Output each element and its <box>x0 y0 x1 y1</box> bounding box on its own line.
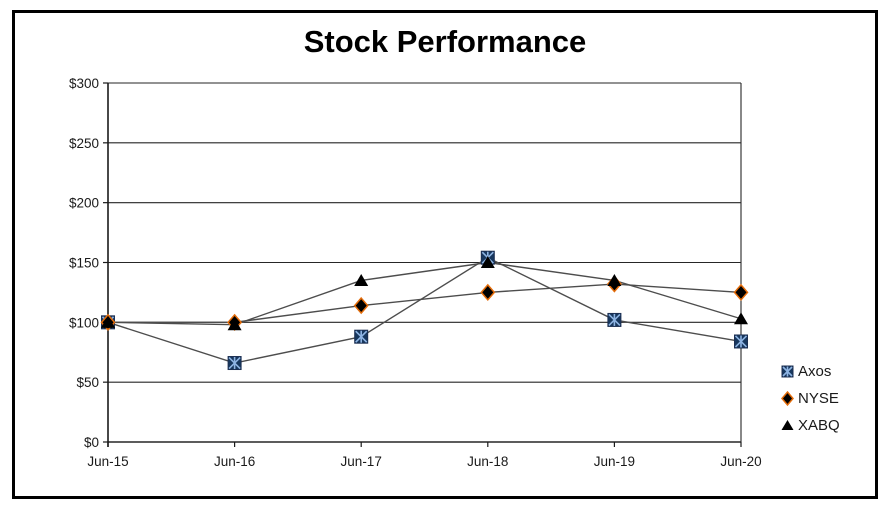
nyse-diamond-marker-icon <box>781 390 794 406</box>
chart-outer-frame <box>12 10 878 499</box>
y-axis-label: $200 <box>69 196 99 211</box>
nyse-data-point-Jun-17 <box>353 296 369 315</box>
legend-label-axos: Axos <box>798 362 832 380</box>
chart-title: Stock Performance <box>303 24 587 59</box>
y-axis-label: $50 <box>76 375 99 390</box>
chart-legend: Axos NYSE XABQ <box>779 360 840 441</box>
legend-marker-xabq <box>781 419 794 430</box>
xabq-triangle-marker-icon <box>781 419 794 430</box>
x-axis-label: Jun-17 <box>341 454 382 469</box>
axos-data-point-Jun-17 <box>354 329 369 344</box>
xabq-data-point-Jun-19 <box>607 273 622 286</box>
axos-data-point-Jun-19 <box>607 312 622 327</box>
legend-label-xabq: XABQ <box>798 416 840 434</box>
series-line-axos <box>107 256 742 364</box>
axos-data-point-Jun-20 <box>734 334 748 349</box>
series-line-xabq <box>107 261 742 326</box>
xabq-data-point-Jun-20 <box>734 312 748 325</box>
y-axis-label: $100 <box>69 315 99 330</box>
x-axis-label: Jun-16 <box>214 454 255 469</box>
legend-marker-nyse <box>781 390 794 406</box>
legend-item-nyse: NYSE <box>779 387 840 409</box>
axos-square-star-marker-icon <box>781 365 794 377</box>
x-axis-label: Jun-15 <box>87 454 128 469</box>
x-axis-label: Jun-19 <box>594 454 635 469</box>
xabq-data-point-Jun-17 <box>354 273 369 286</box>
y-axis-label: $300 <box>69 76 99 91</box>
xabq-data-point-Jun-15 <box>101 315 115 328</box>
nyse-data-point-Jun-20 <box>733 283 749 302</box>
legend-label-nyse: NYSE <box>798 389 839 407</box>
legend-item-xabq: XABQ <box>779 414 840 436</box>
nyse-data-point-Jun-18 <box>480 283 496 302</box>
x-axis-label: Jun-18 <box>467 454 508 469</box>
y-axis-label: $250 <box>69 136 99 151</box>
axos-data-point-Jun-16 <box>227 356 242 371</box>
x-axis-label: Jun-20 <box>720 454 761 469</box>
y-axis-label: $0 <box>84 435 99 450</box>
y-axis-label: $150 <box>69 256 99 271</box>
legend-marker-axos <box>781 365 794 377</box>
series-line-nyse <box>108 283 742 324</box>
legend-item-axos: Axos <box>779 360 840 382</box>
xabq-data-point-Jun-16 <box>227 318 242 331</box>
xabq-data-point-Jun-18 <box>480 256 495 268</box>
